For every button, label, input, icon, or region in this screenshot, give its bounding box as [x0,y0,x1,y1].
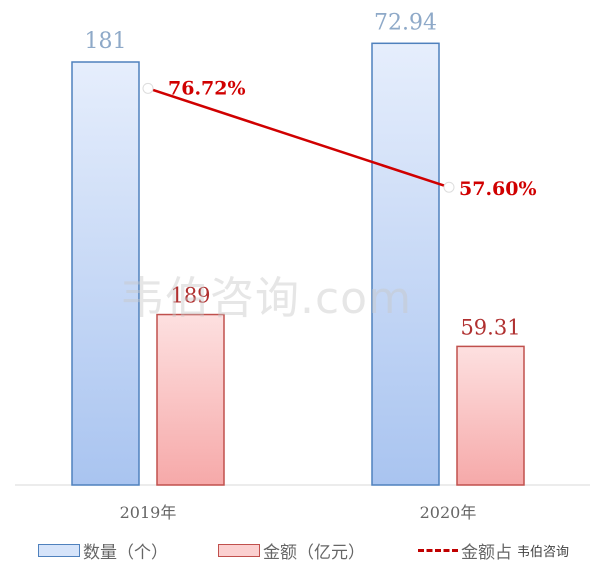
legend-label: 金额占 [461,543,512,563]
bar-data-label: 72.94 [374,10,437,35]
bar-data-label: 181 [85,29,127,54]
legend-watermark: 韦伯咨询 [517,545,570,560]
legend-label: 金额（亿元） [263,543,365,563]
legend-item-ratio: 金额占 韦伯咨询 [418,538,569,563]
legend-swatch [218,544,260,557]
legend-swatch [38,544,80,557]
x-tick-label: 2020年 [420,503,477,522]
legend-swatch [418,549,458,552]
legend-label: 数量（个） [83,543,168,563]
bar-data-label: 189 [170,284,210,308]
bar-data-label: 59.31 [460,315,520,339]
ratio-point [443,181,455,193]
bar [156,313,225,486]
watermark: 韦伯咨询.com [120,273,412,324]
legend: 数量（个） 金额（亿元） 金额占 韦伯咨询 [0,538,600,568]
chart: 181 72.94 189 59.31 76.72% 57.60% 2019年 2020年 [15,10,590,522]
bar [371,42,440,486]
legend-item-count: 数量（个） [38,538,168,563]
ratio-line [147,87,450,189]
legend-item-amount: 金额（亿元） [218,538,365,563]
bar [456,345,525,486]
ratio-data-label: 57.60% [459,178,537,200]
x-tick-label: 2019年 [120,503,177,522]
bar [71,61,140,486]
ratio-point [142,82,154,94]
ratio-data-label: 76.72% [168,77,246,99]
